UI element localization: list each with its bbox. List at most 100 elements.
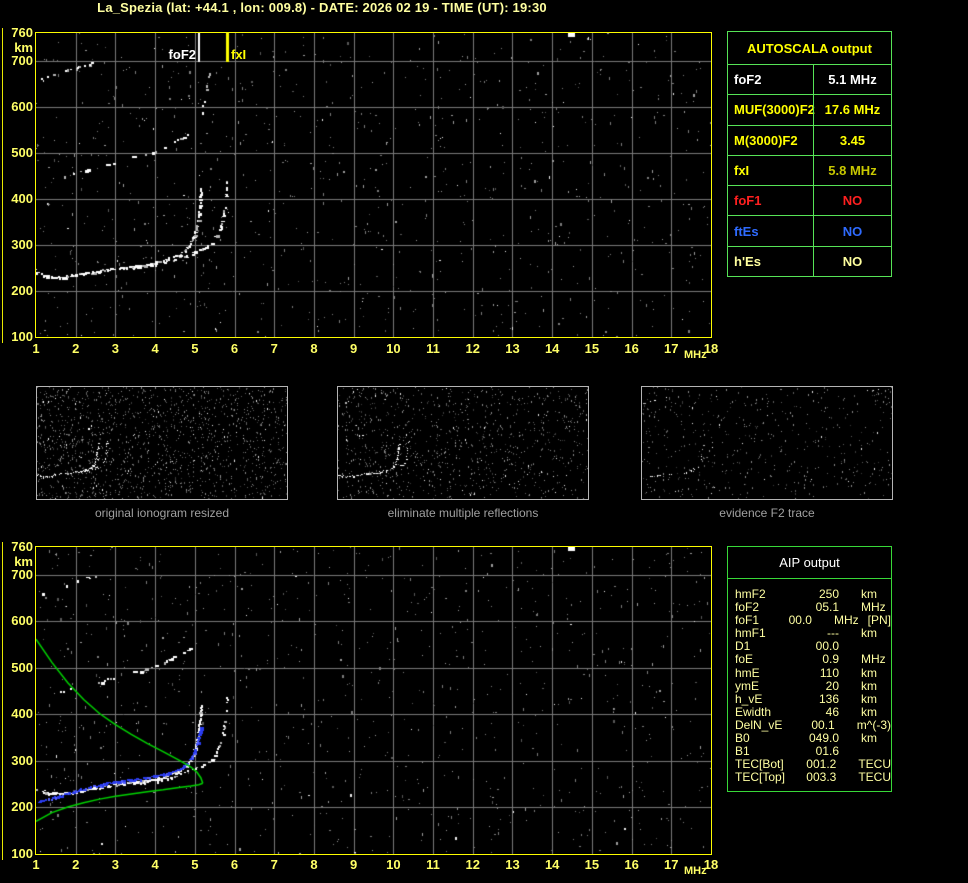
x-tick-label: 13 <box>505 857 520 872</box>
row-value: NO <box>813 216 891 246</box>
y-tick-label: 700 <box>11 53 33 68</box>
row-label: TEC[Top] <box>735 770 786 785</box>
table-row: hmE 110 km <box>735 665 891 680</box>
x-tick-label: 15 <box>584 857 600 872</box>
x-tick-label: 12 <box>465 341 480 356</box>
row-label: ftEs <box>734 223 759 239</box>
row-label: foF1 <box>734 193 762 209</box>
thumbnail-evidence-f2-trace <box>641 386 893 500</box>
x-tick-label: 11 <box>426 341 440 356</box>
row-value: 110 <box>819 665 839 680</box>
table-row: foF2 5.1 MHz <box>728 64 891 95</box>
table-row: ymE 20 km <box>735 678 891 693</box>
row-value: 01.6 <box>815 744 839 759</box>
foF2-marker-label: foF2 <box>168 47 196 62</box>
table-row: h'Es NO <box>728 245 891 276</box>
row-label: B1 <box>735 744 750 759</box>
row-value: 001.2 <box>806 757 837 772</box>
y-tick-label: 500 <box>11 660 33 675</box>
x-tick-label: 17 <box>664 341 679 356</box>
x-tick-label: 10 <box>386 341 401 356</box>
row-label: hmF1 <box>735 626 766 641</box>
x-tick-label: 9 <box>350 341 358 356</box>
row-unit: m^(-3) <box>856 717 891 732</box>
y-tick-label: 100 <box>11 329 33 344</box>
table-row: B1 01.6 <box>735 745 891 758</box>
x-tick-label: 6 <box>230 857 239 872</box>
x-tick-label: 3 <box>111 857 120 872</box>
row-label: MUF(3000)F2 <box>734 102 815 118</box>
row-label: h_vE <box>735 691 763 706</box>
row-label: DelN_vE <box>735 717 783 732</box>
row-unit: km <box>861 704 877 719</box>
y-axis-unit: km <box>14 40 33 55</box>
y-tick-label: 200 <box>11 283 33 298</box>
row-unit: km <box>861 626 877 641</box>
x-tick-label: 14 <box>544 341 560 356</box>
x-tick-label: 7 <box>270 857 278 872</box>
y-tick-label: 700 <box>11 567 33 582</box>
row-value: 00.0 <box>788 613 812 628</box>
row-label: B0 <box>735 731 750 746</box>
y-tick-label: 600 <box>11 99 33 114</box>
x-tick-label: 15 <box>584 341 600 356</box>
table-row: foF1 NO <box>728 185 891 216</box>
row-label: D1 <box>735 639 751 654</box>
table-row: h_vE 136 km <box>735 691 891 706</box>
row-value: 20 <box>825 678 839 693</box>
autoscala-table-body: foF2 5.1 MHz MUF(3000)F2 17.6 MHz M(3000)F2 3… <box>728 64 891 276</box>
row-value: 05.1 <box>815 600 839 615</box>
x-tick-label: 4 <box>151 341 159 356</box>
table-row: TEC[Top] 003.3 TECU <box>735 771 891 784</box>
row-value: 3.45 <box>813 125 891 155</box>
row-label: foF1 <box>735 613 760 628</box>
aip-output-table: AIP output hmF2 250 km foF2 05.1 MHz foF1 00.0 M… <box>727 546 892 792</box>
x-tick-label: 1 <box>32 857 40 872</box>
row-value: 46 <box>825 704 839 719</box>
table-row: foE 0.9 MHz <box>735 653 891 666</box>
row-unit: km <box>861 731 877 746</box>
x-tick-label: 12 <box>465 857 480 872</box>
row-unit: MHz <box>833 613 859 628</box>
row-value: 00.0 <box>815 639 839 654</box>
y-tick-label: 760 <box>11 25 33 40</box>
row-label: foE <box>735 652 754 667</box>
y-axis-unit: km <box>14 554 33 569</box>
row-value: NO <box>813 186 891 216</box>
x-tick-label: 18 <box>703 857 719 872</box>
x-tick-label: 8 <box>310 857 318 872</box>
row-label: TEC[Bot] <box>735 757 784 772</box>
y-tick-label: 300 <box>11 237 33 252</box>
row-label: foF2 <box>735 600 760 615</box>
x-tick-label: 18 <box>703 341 719 356</box>
thumbnail-caption-evidence: evidence F2 trace <box>719 506 815 520</box>
x-axis-unit: MHz <box>684 865 707 877</box>
x-tick-label: 5 <box>191 341 199 356</box>
x-tick-label: 14 <box>544 857 560 872</box>
row-label: ymE <box>735 678 759 693</box>
x-tick-label: 13 <box>505 341 520 356</box>
x-tick-label: 2 <box>72 341 80 356</box>
row-label: fxI <box>734 162 750 178</box>
row-value: 17.6 MHz <box>813 95 891 125</box>
y-tick-label: 500 <box>11 145 33 160</box>
x-tick-label: 7 <box>270 341 278 356</box>
table-row: Ewidth 46 km <box>735 704 891 719</box>
row-unit: km <box>861 587 877 601</box>
left-edge-line <box>2 28 3 343</box>
table-row: hmF1 --- km <box>735 627 891 640</box>
row-value: 5.8 MHz <box>813 155 891 186</box>
thumbnail-caption-original: original ionogram resized <box>94 506 230 520</box>
table-row: hmF2 250 km <box>735 587 891 601</box>
x-tick-label: 11 <box>426 857 440 872</box>
row-label: hmE <box>735 665 760 680</box>
row-unit: km <box>861 678 877 693</box>
aip-table-body: hmF2 250 km foF2 05.1 MHz foF1 00.0 MHz [PN] hmF1-… <box>728 579 891 784</box>
y-tick-label: 400 <box>11 706 33 721</box>
row-extra: [PN] <box>867 613 891 628</box>
table-row: B0 049.0 km <box>735 731 891 746</box>
x-tick-label: 9 <box>350 857 358 872</box>
thumbnail-eliminate-multiple-reflections <box>337 386 589 500</box>
scaled-ionogram-plot <box>35 32 712 338</box>
